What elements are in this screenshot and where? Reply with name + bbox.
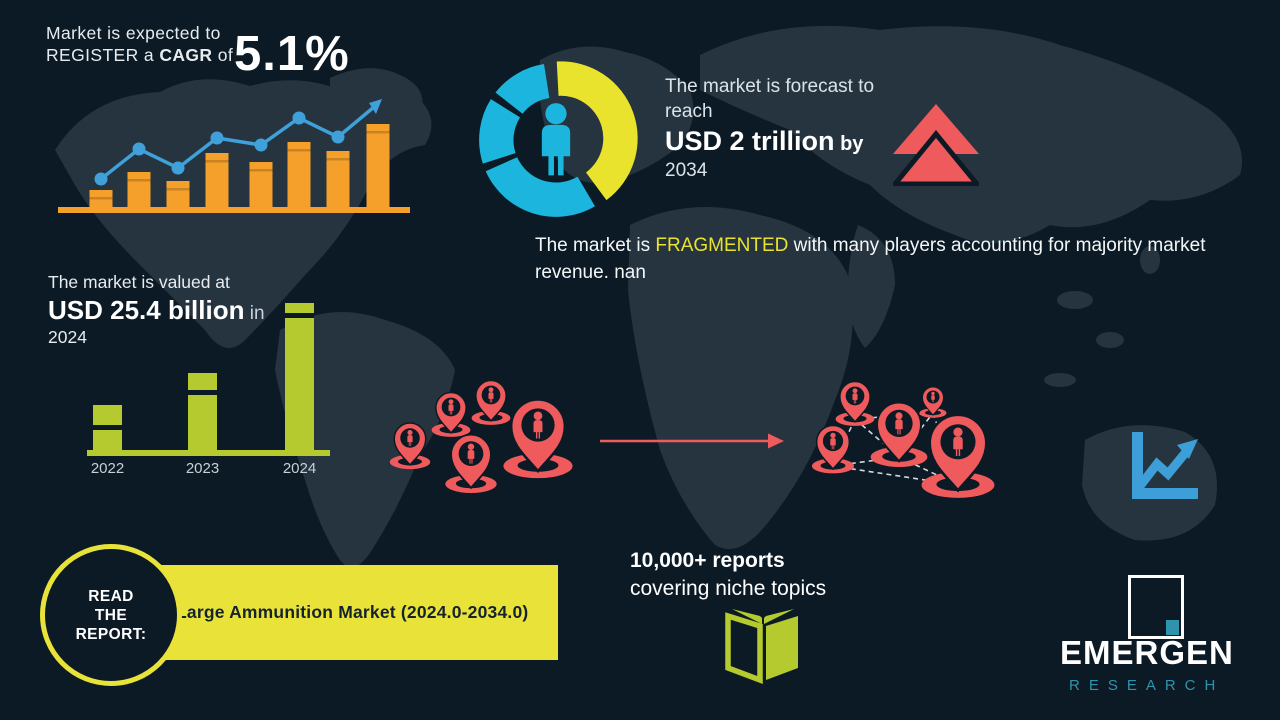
cagr-headline: Market is expected to REGISTER a CAGR of — [46, 22, 233, 66]
forecast-value: USD 2 trillion by — [665, 126, 864, 156]
person-icon — [541, 103, 571, 176]
location-pin-icon — [502, 398, 574, 480]
location-pin-icon — [389, 422, 431, 470]
reports-subtitle: covering niche topics — [630, 577, 827, 600]
location-pin-icon — [430, 391, 472, 438]
svg-text:2024: 2024 — [283, 460, 316, 477]
location-pin-icon — [470, 380, 512, 426]
valuation-line1: The market is valued at — [48, 272, 230, 292]
location-pin-icon — [811, 424, 855, 475]
logo-name: EMERGEN — [1060, 634, 1234, 671]
location-pin-icon — [919, 386, 947, 419]
svg-text:2022: 2022 — [91, 460, 124, 477]
donut-segments — [479, 61, 638, 217]
market-players-illustration — [389, 380, 996, 500]
fragmented-statement: The market is FRAGMENTED with many playe… — [535, 235, 1206, 283]
location-pin-icon — [834, 380, 876, 427]
valuation-headline: The market is valued at USD 25.4 billion… — [48, 271, 265, 349]
valuation-bar-chart: 2022 2023 2024 — [87, 303, 330, 477]
logo-accent-icon — [1166, 620, 1179, 635]
forecast-headline: The market is forecast to reach USD 2 tr… — [665, 74, 874, 183]
reports-count-block: 10,000+ reports covering niche topics — [630, 547, 826, 603]
forecast-line1: The market is forecast to — [665, 76, 875, 97]
cagr-line1: Market is expected to — [46, 23, 221, 43]
growth-up-arrow-icon — [893, 104, 979, 186]
cagr-line2: REGISTER a CAGR of — [46, 45, 234, 65]
location-pin-icon — [444, 433, 498, 494]
svg-text:2023: 2023 — [186, 460, 219, 477]
location-pin-icon — [920, 413, 996, 500]
report-title: Large Ammunition Market (2024.0-2034.0) — [176, 602, 529, 622]
logo-subtitle: RESEARCH — [1069, 677, 1225, 694]
open-book-icon — [725, 609, 798, 684]
valuation-value: USD 25.4 billion in — [48, 295, 265, 325]
flow-arrow-icon — [600, 433, 784, 449]
forecast-year: 2034 — [665, 160, 708, 181]
reports-count: 10,000+ reports — [630, 549, 785, 572]
report-banner[interactable]: Large Ammunition Market (2024.0-2034.0) — [140, 565, 558, 660]
market-share-donut — [479, 61, 638, 217]
logo-square-icon — [1128, 575, 1184, 639]
fragmented-highlight: FRAGMENTED — [655, 235, 789, 256]
chart-growth-icon — [1132, 432, 1198, 499]
read-report-button[interactable]: READ THE REPORT: — [40, 544, 182, 686]
valuation-year: 2024 — [48, 327, 87, 347]
cagr-value: 5.1% — [234, 27, 350, 81]
cagr-trend-chart — [58, 99, 410, 213]
location-pin-icon — [869, 401, 929, 469]
forecast-line2: reach — [665, 101, 713, 122]
